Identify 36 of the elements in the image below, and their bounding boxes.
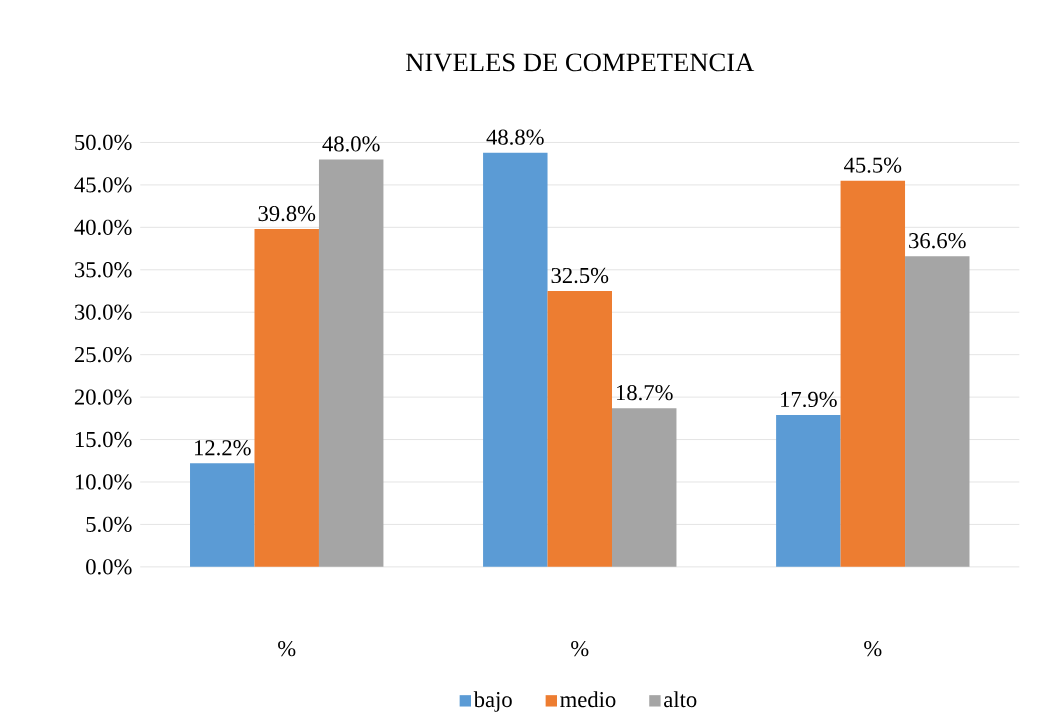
y-tick-label: 35.0% (75, 262, 132, 278)
y-tick-label: 15.0% (75, 431, 132, 448)
y-tick-label: 5.0% (86, 516, 132, 533)
y-tick-label: 50.0% (75, 134, 132, 151)
y-tick-label: 20.0% (74, 389, 132, 405)
data-label: 39.8% (258, 205, 316, 222)
legend-label: bajo (473, 691, 512, 712)
y-tick-label: 10.0% (75, 474, 132, 490)
data-label: 36.6% (909, 233, 966, 249)
x-tick-label: % (278, 641, 296, 657)
bar (905, 256, 970, 567)
bar (547, 291, 612, 567)
bar (190, 463, 255, 567)
y-tick-label: 25.0% (74, 347, 132, 363)
legend-label: alto (664, 691, 697, 708)
data-label: 48.8% (486, 129, 544, 145)
data-label: 12.2% (195, 440, 251, 456)
data-label: 17.9% (781, 391, 837, 408)
bar (483, 152, 548, 567)
y-tick-label: 45.0% (74, 177, 132, 193)
y-tick-label: 0.0% (86, 559, 132, 575)
y-tick-label: 40.0% (74, 219, 132, 236)
data-label: 45.5% (844, 157, 902, 173)
bar (254, 229, 319, 567)
y-tick-label: 30.0% (75, 304, 132, 320)
x-tick-label: % (864, 641, 882, 657)
bar (612, 408, 677, 567)
data-label: 18.7% (616, 384, 673, 401)
bar (318, 159, 384, 567)
data-label: 48.0% (322, 136, 380, 152)
chart-title: NIVELES DE COMPETENCIA (405, 53, 755, 72)
data-label: 32.5% (551, 267, 609, 284)
bar (840, 180, 906, 567)
bar (776, 414, 841, 567)
legend-label: medio (560, 691, 616, 708)
x-tick-label: % (571, 641, 589, 657)
